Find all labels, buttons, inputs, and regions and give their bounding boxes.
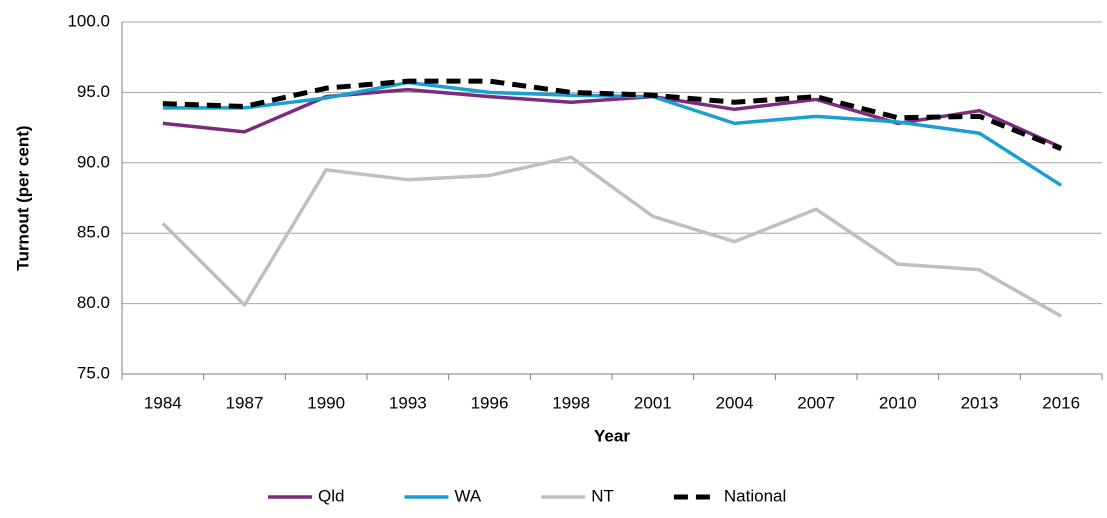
x-tick-label: 2007	[797, 393, 835, 412]
series-line	[162, 78, 1063, 152]
x-tick-label: 2001	[634, 393, 672, 412]
x-tick-label: 1984	[144, 393, 182, 412]
y-tick-label: 100.0	[67, 11, 110, 30]
series-line	[162, 87, 1062, 149]
x-tick-label: 1990	[307, 393, 345, 412]
x-tick-label: 2010	[879, 393, 917, 412]
y-tick-label: 75.0	[77, 363, 110, 382]
series-line	[161, 155, 1063, 318]
x-tick-label: 1996	[471, 393, 509, 412]
x-tick-label: 1993	[389, 393, 427, 412]
legend-label: NT	[591, 486, 614, 505]
x-axis-title: Year	[594, 426, 630, 445]
x-tick-label: 2004	[716, 393, 754, 412]
y-tick-label: 95.0	[77, 82, 110, 101]
y-tick-label: 80.0	[77, 293, 110, 312]
y-tick-label: 90.0	[77, 152, 110, 171]
x-tick-label: 1987	[226, 393, 264, 412]
x-tick-label: 2016	[1042, 393, 1080, 412]
y-axis-title: Turnout (per cent)	[13, 125, 32, 270]
legend-label: National	[724, 486, 786, 505]
y-tick-label: 85.0	[77, 223, 110, 242]
x-tick-label: 2013	[961, 393, 999, 412]
legend-label: Qld	[318, 486, 344, 505]
x-tick-label: 1998	[552, 393, 590, 412]
legend-label: WA	[454, 486, 481, 505]
